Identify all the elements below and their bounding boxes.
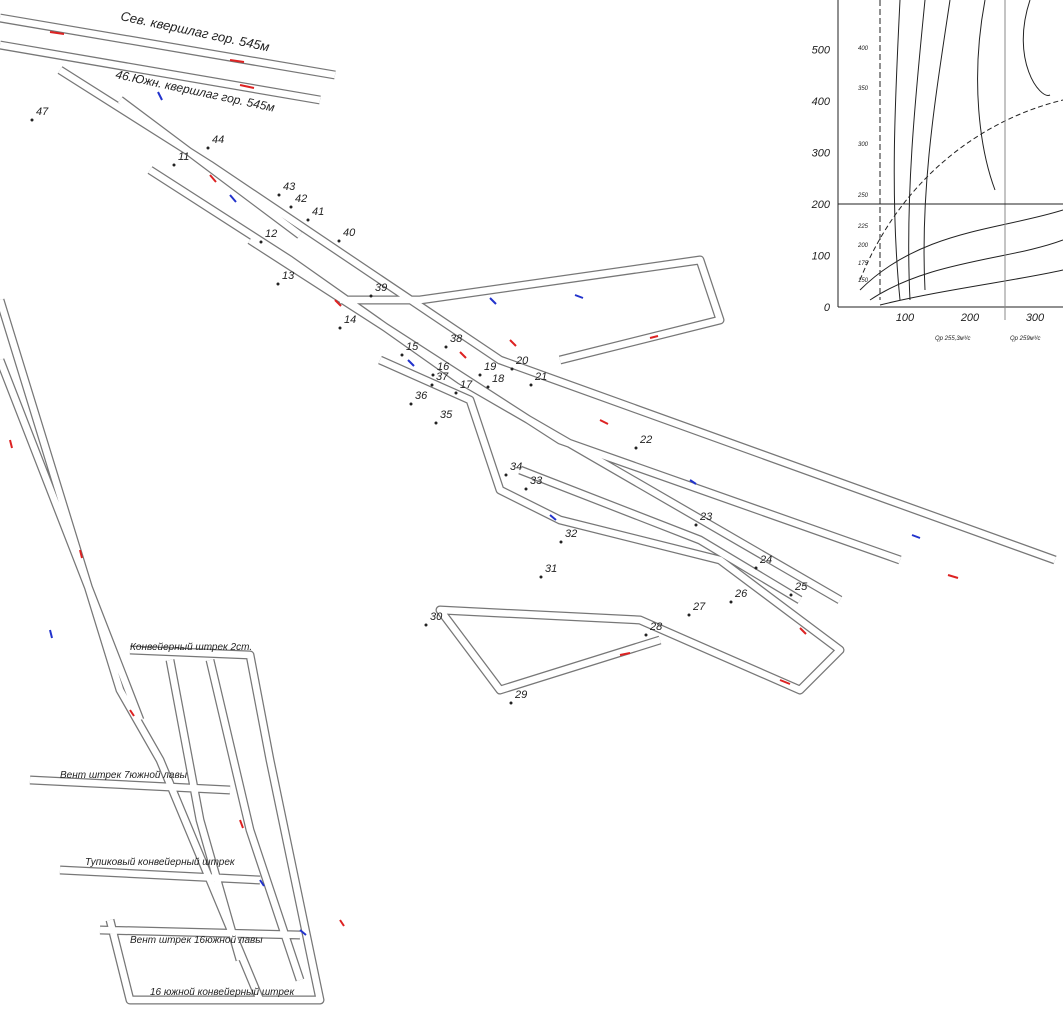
node-point [790,594,793,597]
node-point [645,634,648,637]
curve-label: 400 [858,46,869,52]
node-point [487,386,490,389]
curve-label: 175 [858,261,869,267]
node-point [445,346,448,349]
node-label: 30 [430,611,443,623]
node-point [207,147,210,150]
node-point [479,374,482,377]
gallery-label: Вент штрек 7южной лавы [60,770,188,781]
node-label: 15 [406,341,419,353]
node-label: 43 [283,181,296,193]
node-point [635,447,638,450]
node-label: 44 [212,134,224,146]
node-label: 24 [759,554,772,566]
node-point [525,488,528,491]
node-point [173,164,176,167]
node-label: 21 [534,371,547,383]
node-point [31,119,34,122]
y-tick-label: 500 [812,45,831,57]
node-point [339,327,342,330]
node-point [688,614,691,617]
x-tick-label: 100 [896,312,915,324]
curve-label: 150 [858,278,869,284]
x-tick-label: 200 [960,312,980,324]
node-point [435,422,438,425]
node-point [431,384,434,387]
mine-ventilation-diagram: Сев. квершлаг гор. 545м 46.Южн. квершлаг… [0,0,1063,1030]
node-point [695,524,698,527]
y-tick-label: 100 [812,251,831,263]
y-tick-label: 0 [824,302,831,314]
node-label: 26 [734,588,748,600]
x-tick-label: 300 [1026,312,1045,324]
node-point [370,295,373,298]
node-point [432,374,435,377]
node-point [505,474,508,477]
node-label: 41 [312,206,324,218]
node-point [277,283,280,286]
node-label: 39 [375,282,387,294]
node-point [540,576,543,579]
node-label: 25 [794,581,808,593]
node-point [401,354,404,357]
node-label: 38 [450,333,463,345]
node-point [278,194,281,197]
gallery-label: 16 южной конвейерный штрек [150,987,295,998]
node-label: 14 [344,314,356,326]
node-label: 34 [510,461,522,473]
flow-note: Qр 259м³/с [1010,336,1040,342]
node-label: 17 [460,379,473,391]
curve-label: 250 [857,193,869,199]
node-label: 27 [692,601,706,613]
node-label: 19 [484,361,496,373]
node-label: 28 [649,621,663,633]
curve-label: 350 [858,86,869,92]
node-label: 33 [530,475,543,487]
node-point [755,567,758,570]
node-label: 12 [265,228,277,240]
curve-label: 300 [858,142,869,148]
node-point [560,541,563,544]
node-point [530,384,533,387]
y-tick-label: 200 [811,199,831,211]
node-label: 31 [545,563,557,575]
node-point [511,368,514,371]
node-label: 29 [514,689,527,701]
node-point [290,206,293,209]
node-label: 47 [36,106,49,118]
node-point [425,624,428,627]
node-point [410,403,413,406]
node-point [338,240,341,243]
y-tick-label: 300 [812,148,831,160]
node-label: 37 [436,371,449,383]
y-tick-label: 400 [812,96,831,108]
node-label: 40 [343,227,356,239]
gallery-label: Вент штрек 16южной лавы [130,935,263,946]
node-label: 13 [282,270,295,282]
node-label: 35 [440,409,453,421]
node-label: 32 [565,528,577,540]
curve-label: 225 [857,224,869,230]
node-point [455,392,458,395]
node-label: 18 [492,373,505,385]
node-label: 22 [639,434,652,446]
fan-characteristic: 0 100 200 300 400 500 100 200 300 400 350 300 250 225… [800,0,1063,342]
node-label: 23 [699,511,713,523]
node-label: 36 [415,390,428,402]
node-point [730,601,733,604]
node-label: 42 [295,193,307,205]
node-label: 11 [178,151,189,163]
node-point [510,702,513,705]
node-label: 20 [515,355,529,367]
gallery-label: Тупиковый конвейерный штрек [85,857,236,868]
node-point [307,219,310,222]
flow-note: Qр 255,3м³/с [935,336,970,342]
node-point [260,241,263,244]
gallery-label: Конвейерный штрек 2ст. [130,642,252,653]
curve-label: 200 [857,243,869,249]
